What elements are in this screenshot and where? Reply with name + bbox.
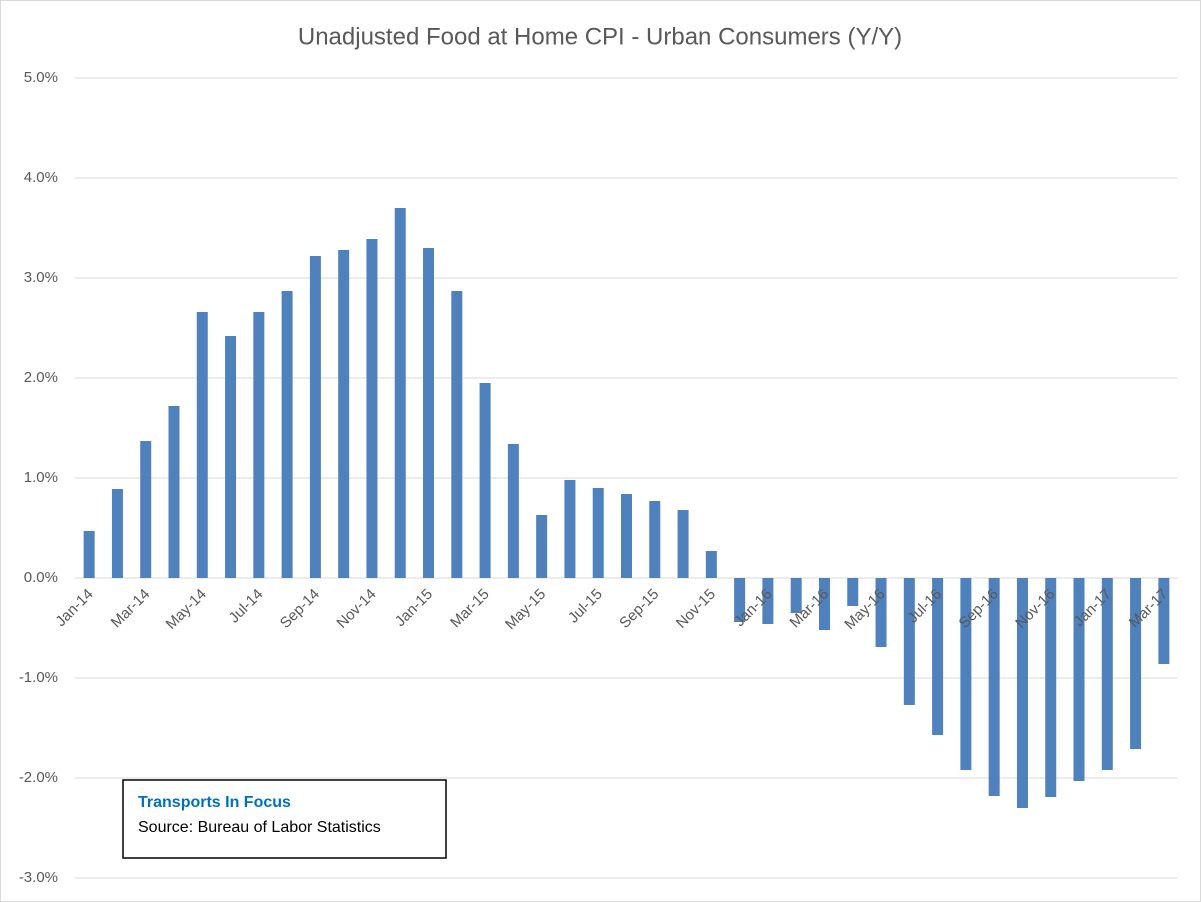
bar (649, 501, 661, 578)
bar (790, 578, 802, 613)
y-tick-label: 2.0% (24, 369, 58, 386)
bar (847, 578, 859, 606)
y-tick-label: -1.0% (19, 669, 58, 686)
bar (564, 480, 576, 578)
y-tick-label: 4.0% (24, 169, 58, 186)
bar (111, 489, 123, 578)
bar (83, 531, 95, 578)
y-tick-label: 1.0% (24, 469, 58, 486)
bar (705, 551, 717, 578)
bar (960, 578, 972, 770)
chart-title: Unadjusted Food at Home CPI - Urban Cons… (298, 23, 902, 50)
bar (988, 578, 1000, 796)
bar (932, 578, 944, 735)
bar (621, 494, 632, 578)
bar (394, 208, 406, 578)
bar (762, 578, 774, 624)
bar (536, 515, 548, 578)
bar (903, 578, 915, 705)
bar (677, 510, 689, 578)
bar (423, 248, 435, 578)
bar (818, 578, 830, 630)
y-tick-label: 5.0% (24, 69, 58, 86)
bar (140, 441, 152, 578)
bars (83, 208, 1170, 808)
bar (1016, 578, 1028, 808)
bar (1073, 578, 1085, 781)
annotation-box (122, 779, 447, 859)
y-tick-label: -2.0% (19, 769, 58, 786)
y-tick-label: -3.0% (19, 869, 58, 886)
bar (366, 239, 378, 578)
bar (734, 578, 746, 622)
bar (338, 250, 350, 578)
bar (875, 578, 887, 647)
bar (1101, 578, 1113, 770)
annotation: Source: Bureau of Labor Statistics (138, 819, 381, 836)
bar (168, 406, 180, 578)
bar (1130, 578, 1142, 749)
y-tick-label: 0.0% (24, 569, 58, 586)
bar (1158, 578, 1170, 664)
bar (225, 336, 237, 578)
grid (75, 77, 1178, 879)
bar (451, 291, 463, 578)
bar (281, 291, 293, 578)
bar (1045, 578, 1057, 797)
bar (592, 488, 604, 578)
bar (479, 383, 491, 578)
y-tick-label: 3.0% (24, 269, 58, 286)
bar (253, 312, 265, 578)
bar (309, 256, 321, 578)
annotation: Transports In Focus (138, 794, 291, 811)
bar (196, 312, 208, 578)
bar (507, 444, 519, 578)
